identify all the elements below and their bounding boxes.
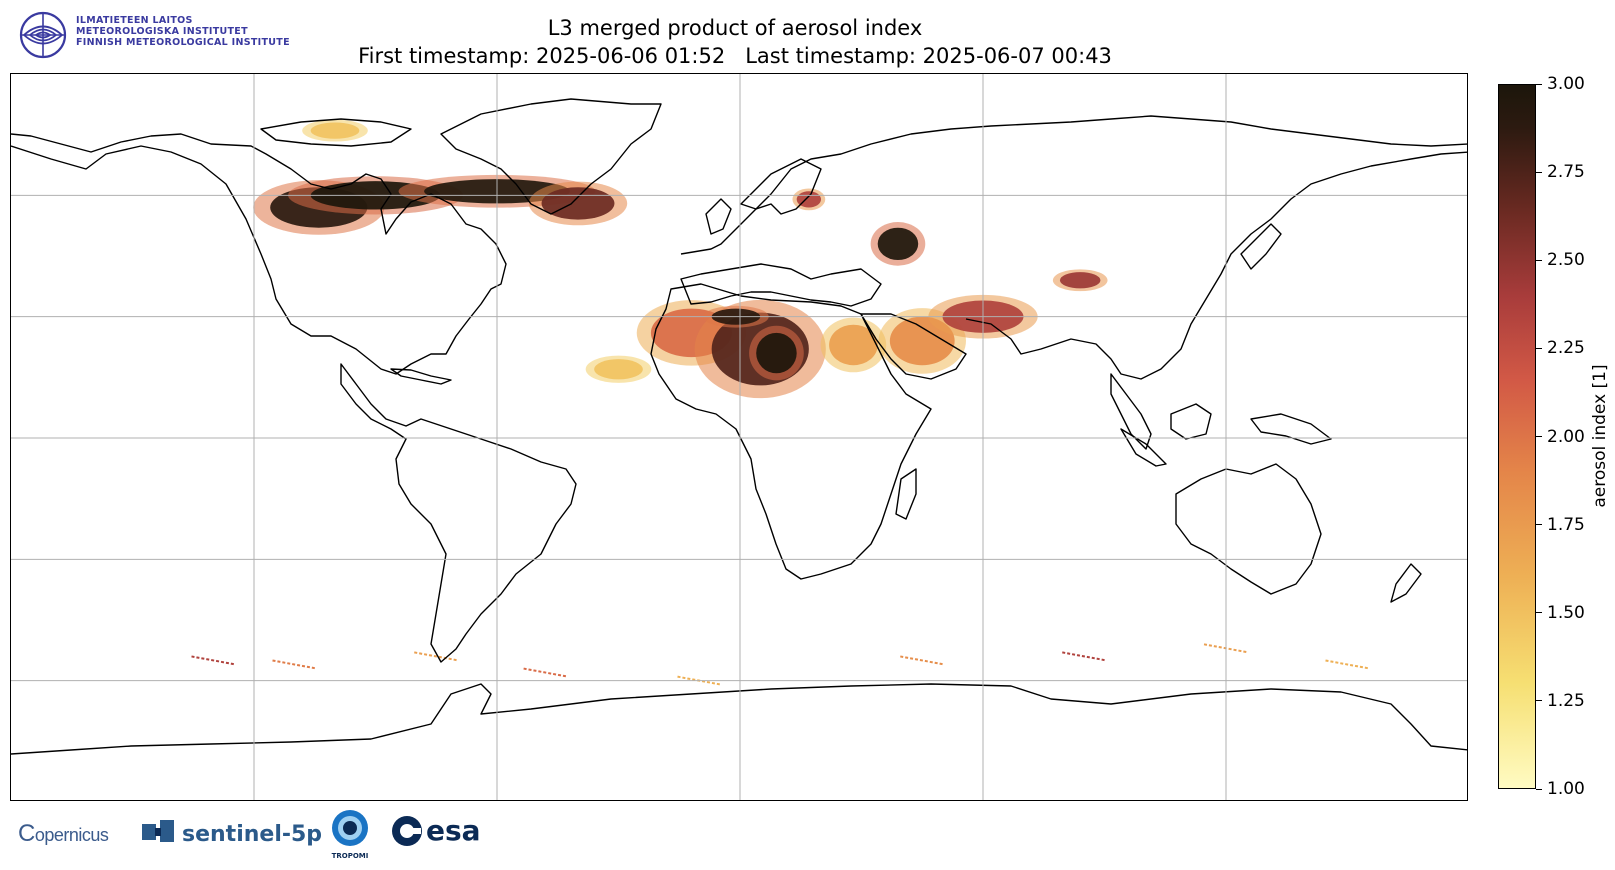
colorbar-tick-mark [1536, 83, 1542, 85]
aerosol-streak-2 [414, 651, 459, 662]
coast-japan [1240, 223, 1282, 270]
aerosol-region-Atlantic-dust [594, 359, 643, 380]
aerosol-streak-0 [191, 655, 236, 666]
fmi-logo-text: ILMATIETEEN LAITOS METEOROLOGISKA INSTIT… [76, 15, 290, 48]
fmi-emblem-icon [19, 11, 67, 59]
aerosol-region-Arctic-archipelago [310, 122, 360, 139]
aerosol-region-Atlantic-smoke [541, 187, 615, 220]
sentinel-5p-text: sentinel-5p [182, 822, 323, 847]
tropomi-eye-icon [332, 810, 368, 846]
colorbar-tick-label: 2.50 [1547, 250, 1585, 271]
aerosol-streak-5 [900, 655, 945, 666]
colorbar-tick-label: 1.25 [1547, 690, 1585, 711]
colorbar [1498, 84, 1536, 789]
coast-asia-south [965, 151, 1467, 380]
aerosol-region-Taklamakan [1059, 272, 1101, 289]
colorbar-tick-mark [1536, 700, 1542, 702]
coast-australia [1175, 463, 1322, 595]
coast-new-zealand [1390, 563, 1422, 603]
map-canvas [11, 74, 1467, 800]
coast-greenland [440, 98, 662, 215]
colorbar-tick-mark [1536, 171, 1542, 173]
colorbar-tick: 2.50 [1536, 250, 1585, 270]
esa-logo: esa [390, 814, 481, 852]
coast-scandinavia [740, 158, 822, 215]
esa-text: esa [426, 814, 481, 847]
aerosol-streak-6 [1062, 651, 1107, 662]
colorbar-tick-mark [1536, 259, 1542, 261]
title-line-2: First timestamp: 2025-06-06 01:52 Last t… [358, 44, 1112, 68]
tropomi-text: TROPOMI [331, 852, 369, 860]
colorbar-tick: 3.00 [1536, 74, 1585, 94]
colorbar-tick-mark [1536, 524, 1542, 526]
colorbar-ticks: 1.00 1.25 1.50 1.75 2.00 2.25 2.50 2.75 3.00 [1536, 74, 1606, 799]
aerosol-streak-1 [272, 659, 317, 670]
colorbar-tick-label: 1.75 [1547, 514, 1585, 535]
aerosol-streak-8 [1325, 659, 1370, 670]
coast-southeast-asia [1110, 373, 1152, 450]
coast-cuba [390, 368, 452, 385]
coast-antarctica [11, 683, 1467, 755]
coast-madagascar [895, 468, 917, 520]
colorbar-tick-label: 3.00 [1547, 74, 1585, 94]
title-line-1: L3 merged product of aerosol index [547, 16, 923, 40]
coast-europe [680, 115, 1467, 255]
colorbar-tick-label: 2.75 [1547, 162, 1585, 183]
coast-britain [705, 198, 732, 235]
colorbar-tick-mark [1536, 788, 1542, 790]
colorbar-tick-mark [1536, 612, 1542, 614]
coast-arabia [860, 313, 967, 380]
colorbar-label: aerosol index [1] [1590, 364, 1610, 508]
colorbar-tick: 1.25 [1536, 691, 1585, 711]
copernicus-text: opernicus [34, 825, 109, 845]
colorbar-tick-mark [1536, 347, 1542, 349]
copernicus-logo: Copernicus [18, 820, 109, 848]
colorbar-tick: 1.50 [1536, 603, 1585, 623]
colorbar-tick-label: 1.50 [1547, 602, 1585, 623]
coast-north-america [11, 133, 507, 375]
coast-africa [650, 283, 932, 580]
copernicus-c-mark: C [18, 820, 35, 847]
gridlines [11, 74, 1467, 800]
colorbar-tick: 1.75 [1536, 515, 1585, 535]
satellite-icon [142, 820, 174, 842]
aerosol-layer [191, 119, 1370, 686]
coast-borneo [1170, 403, 1212, 440]
aerosol-region-Black-sea-plume [877, 227, 919, 261]
colorbar-tick-mark [1536, 436, 1542, 437]
fmi-line-1: ILMATIETEEN LAITOS [76, 15, 193, 26]
colorbar-tick: 1.00 [1536, 779, 1585, 799]
coast-south-america [340, 363, 577, 663]
coastlines [11, 98, 1467, 755]
footer-logos: Copernicus sentinel-5p TROPOMI esa [18, 808, 518, 868]
esa-emblem-icon [392, 816, 422, 846]
world-map [10, 73, 1468, 801]
sentinel-5p-logo: sentinel-5p [138, 812, 322, 856]
aerosol-streak-3 [523, 667, 568, 678]
colorbar-tick-label: 2.00 [1547, 426, 1585, 447]
map-title: L3 merged product of aerosol index First… [310, 14, 1160, 70]
coast-sumatra [1120, 428, 1167, 467]
fmi-logo: ILMATIETEEN LAITOS METEOROLOGISKA INSTIT… [18, 8, 318, 64]
colorbar-tick: 2.00 [1536, 427, 1585, 447]
colorbar-tick-label: 2.25 [1547, 338, 1585, 359]
colorbar-tick-label: 1.00 [1547, 779, 1585, 799]
coast-new-guinea [1250, 413, 1332, 445]
fmi-line-3: FINNISH METEOROLOGICAL INSTITUTE [76, 37, 290, 48]
coast-mediterranean [680, 263, 882, 307]
aerosol-region-Sahara-core [756, 332, 797, 374]
aerosol-region-Egypt-dust [829, 324, 878, 366]
coast-arctic-islands [260, 118, 412, 147]
colorbar-tick: 2.75 [1536, 162, 1585, 182]
fmi-line-2: METEOROLOGISKA INSTITUTET [76, 26, 248, 37]
colorbar-tick: 2.25 [1536, 338, 1585, 358]
tropomi-logo: TROPOMI [328, 808, 372, 864]
